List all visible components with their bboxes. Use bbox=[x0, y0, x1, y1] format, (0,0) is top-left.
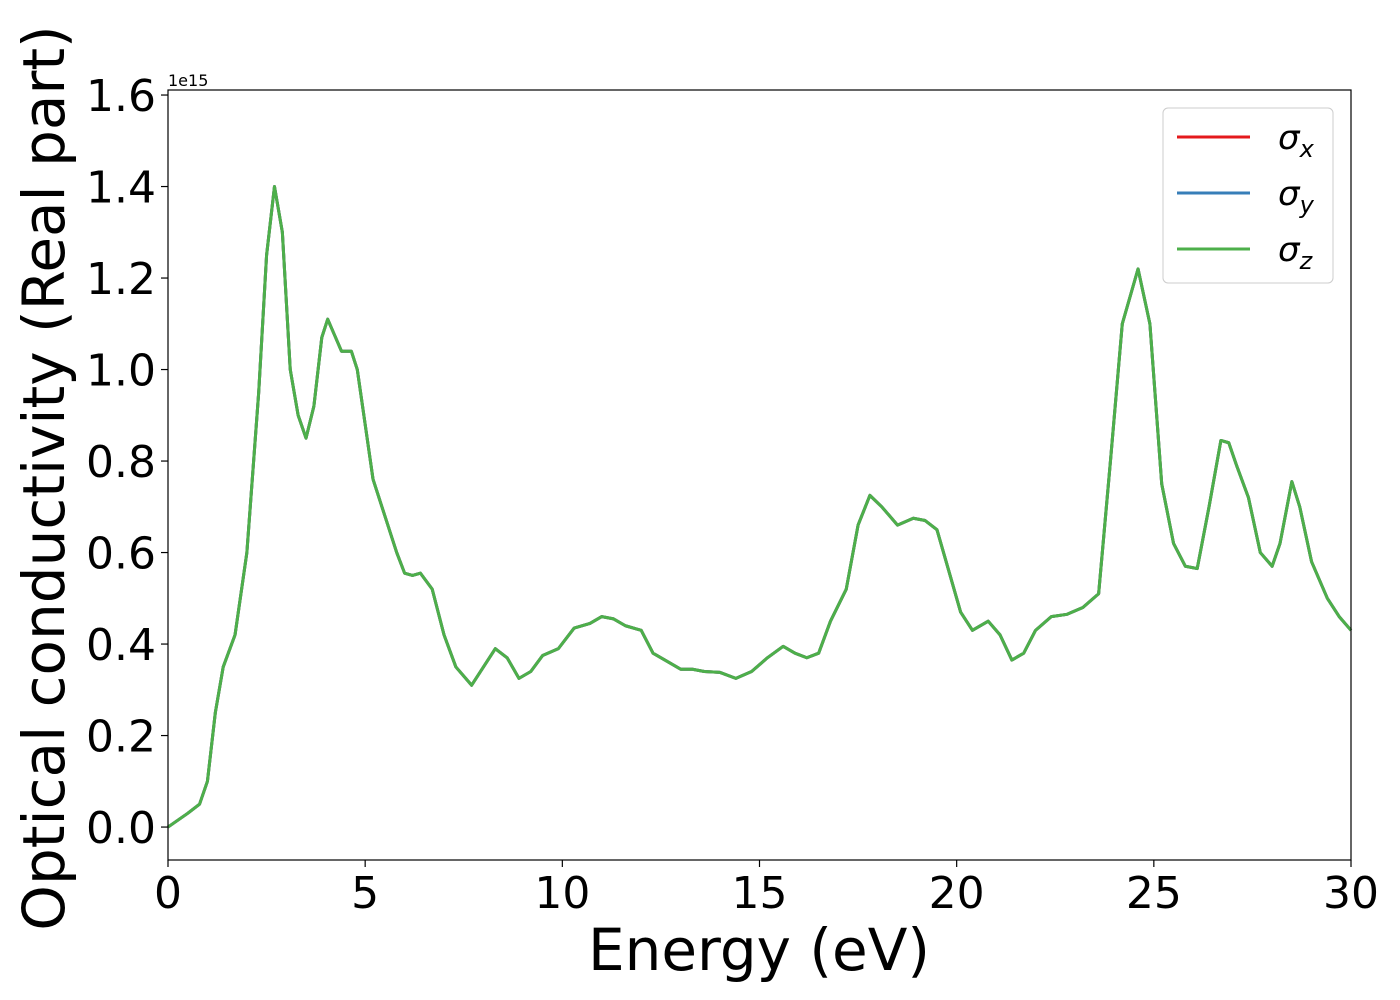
y-tick-label: 0.8 bbox=[86, 437, 156, 488]
offset-text: 1e15 bbox=[168, 71, 208, 90]
y-tick-label: 0.0 bbox=[86, 803, 156, 854]
y-tick-label: 1.6 bbox=[86, 71, 156, 122]
legend-label: σy bbox=[1278, 174, 1315, 219]
y-tick-label: 1.2 bbox=[86, 254, 156, 305]
x-tick-label: 0 bbox=[154, 868, 182, 919]
x-tick-label: 25 bbox=[1126, 868, 1182, 919]
legend-box bbox=[1162, 107, 1334, 284]
y-tick-label: 0.6 bbox=[86, 529, 156, 580]
series-line bbox=[167, 185, 1353, 829]
y-tick-label: 0.4 bbox=[86, 620, 156, 671]
legend-label: σz bbox=[1278, 230, 1314, 275]
legend-label: σx bbox=[1278, 118, 1315, 163]
x-tick-label: 5 bbox=[351, 868, 379, 919]
x-tick-label: 15 bbox=[732, 868, 788, 919]
y-axis-label: Optical conductivity (Real part) bbox=[10, 25, 78, 930]
plot-frame bbox=[167, 89, 1352, 861]
x-tick-label: 30 bbox=[1323, 868, 1379, 919]
x-axis-label: Energy (eV) bbox=[588, 916, 930, 984]
x-tick-label: 20 bbox=[929, 868, 985, 919]
y-tick-label: 0.2 bbox=[86, 712, 156, 763]
y-tick-label: 1.4 bbox=[86, 163, 156, 214]
y-tick-label: 1.0 bbox=[86, 346, 156, 397]
x-tick-label: 10 bbox=[534, 868, 590, 919]
